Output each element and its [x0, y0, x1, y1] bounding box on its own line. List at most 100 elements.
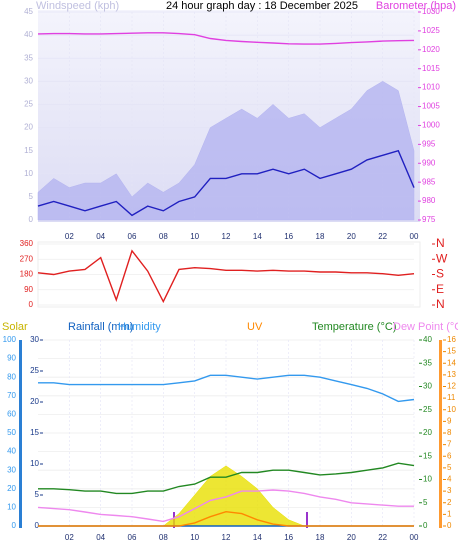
y3-tick-label: 30: [30, 335, 39, 344]
y-tick-label: 80: [7, 372, 16, 381]
y2-tick-label: N: [436, 297, 445, 311]
y-tick-label: 270: [20, 254, 34, 263]
y4-tick-label: 6: [447, 451, 452, 460]
x-tick-label: 02: [65, 533, 74, 542]
y-tick-label: 20: [7, 484, 16, 493]
y2-tick-label: 15: [423, 451, 432, 460]
x-tick-label: 06: [128, 232, 137, 241]
y-tick-label: 40: [24, 30, 33, 39]
line: [37, 249, 415, 304]
y4-tick-label: 4: [447, 475, 452, 484]
rain-axis-bar: [19, 340, 22, 528]
y2-tick-label: 1025: [422, 26, 440, 35]
line: [38, 510, 414, 527]
x-tick-label: 16: [284, 232, 293, 241]
y-tick-label: 5: [29, 192, 34, 201]
line: [38, 374, 415, 403]
y-tick-label: 180: [20, 270, 34, 279]
line: [37, 489, 414, 523]
y2-tick-label: 30: [423, 382, 432, 391]
y4-tick-label: 16: [447, 335, 456, 344]
y4-tick-label: 0: [447, 521, 452, 530]
y-tick-label: 90: [24, 285, 33, 294]
y-tick-label: 20: [24, 123, 33, 132]
x-tick-label: 04: [96, 232, 105, 241]
dew-axis-bar: [439, 340, 442, 528]
y4-tick-label: 5: [447, 463, 452, 472]
y4-tick-label: 10: [447, 405, 456, 414]
y-tick-label: 45: [24, 7, 33, 16]
y-tick-label: 0: [29, 300, 34, 309]
y-tick-label: 60: [7, 410, 16, 419]
y2-tick-label: W: [436, 251, 448, 265]
y2-tick-label: 1015: [422, 64, 440, 73]
x-tick-label: 02: [65, 232, 74, 241]
y3-tick-label: 10: [30, 459, 39, 468]
y2-tick-label: 5: [423, 498, 428, 507]
y-tick-label: 10: [7, 503, 16, 512]
y-tick-label: 0: [29, 215, 34, 224]
legend-label: Humidity: [118, 321, 161, 333]
y2-tick-label: 20: [423, 428, 432, 437]
line: [38, 462, 415, 495]
y3-tick-label: 15: [30, 428, 39, 437]
y2-tick-label: N: [436, 236, 445, 250]
y4-tick-label: 14: [447, 358, 456, 367]
y4-tick-label: 3: [447, 486, 452, 495]
y-tick-label: 30: [24, 76, 33, 85]
y2-tick-label: 1005: [422, 102, 440, 111]
y4-tick-label: 7: [447, 440, 452, 449]
x-tick-label: 22: [378, 533, 387, 542]
y3-tick-label: 25: [30, 366, 39, 375]
y2-tick-label: S: [436, 267, 444, 281]
y-tick-label: 70: [7, 391, 16, 400]
x-tick-label: 06: [128, 533, 137, 542]
y4-tick-label: 12: [447, 382, 456, 391]
y3-tick-label: 20: [30, 397, 39, 406]
y2-tick-label: 35: [423, 358, 432, 367]
y-tick-label: 25: [24, 100, 33, 109]
y-tick-label: 100: [3, 335, 17, 344]
y2-tick-label: E: [436, 282, 444, 296]
y2-tick-label: 10: [423, 475, 432, 484]
baro-label: Barometer (hpa): [376, 0, 456, 12]
y2-tick-label: 1010: [422, 83, 440, 92]
chart-title: 24 hour graph day : 18 December 2025: [166, 0, 358, 12]
y4-tick-label: 1: [447, 509, 452, 518]
y-tick-label: 30: [7, 465, 16, 474]
x-tick-label: 00: [410, 232, 419, 241]
y2-tick-label: 975: [422, 215, 436, 224]
y2-tick-label: 0: [423, 521, 428, 530]
y2-tick-label: 990: [422, 158, 436, 167]
y4-tick-label: 13: [447, 370, 456, 379]
legend-label: Temperature (°C): [312, 321, 396, 333]
x-tick-label: 08: [159, 232, 168, 241]
y2-tick-label: 995: [422, 139, 436, 148]
y3-tick-label: 5: [35, 490, 40, 499]
x-tick-label: 14: [253, 533, 262, 542]
x-tick-label: 12: [222, 232, 231, 241]
y4-tick-label: 8: [447, 428, 452, 437]
legend-label: Dew Point (°C): [393, 321, 458, 333]
x-tick-label: 18: [316, 533, 325, 542]
wind-label: Windspeed (kph): [36, 0, 119, 12]
x-tick-label: 00: [410, 533, 419, 542]
y4-tick-label: 2: [447, 498, 452, 507]
x-tick-label: 10: [190, 533, 199, 542]
y2-tick-label: 985: [422, 177, 436, 186]
y2-tick-label: 25: [423, 405, 432, 414]
area: [37, 81, 415, 221]
line: [37, 149, 415, 217]
y2-tick-label: 1000: [422, 121, 440, 130]
x-tick-label: 12: [222, 533, 231, 542]
y2-tick-label: 1030: [422, 7, 440, 16]
y-tick-label: 10: [24, 169, 33, 178]
x-tick-label: 10: [190, 232, 199, 241]
x-tick-label: 18: [316, 232, 325, 241]
y-tick-label: 15: [24, 146, 33, 155]
x-tick-label: 20: [347, 232, 356, 241]
y-tick-label: 90: [7, 354, 16, 363]
x-tick-label: 08: [159, 533, 168, 542]
x-tick-label: 04: [96, 533, 105, 542]
